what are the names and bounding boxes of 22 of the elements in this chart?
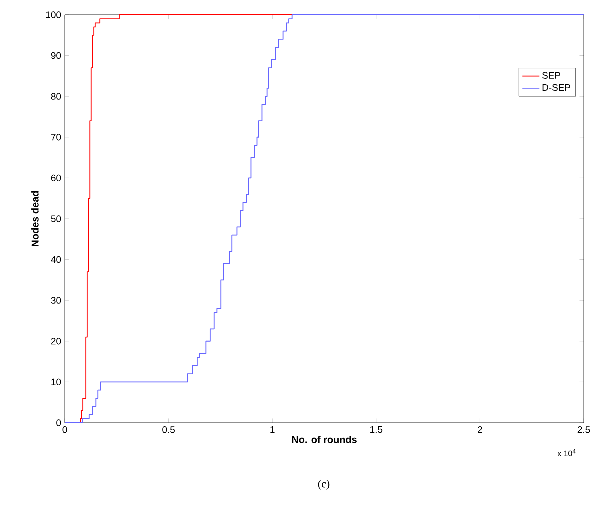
- y-tick-label: 100: [46, 12, 62, 18]
- text: (c): [318, 480, 330, 490]
- x-tick-label: 1: [270, 426, 275, 434]
- x-tick-label: 0.5: [162, 426, 175, 434]
- x-tick-label: 1.5: [370, 426, 383, 434]
- y-tick-label: 30: [51, 297, 62, 304]
- y-tick-label: 50: [51, 216, 62, 222]
- y-tick-label: 40: [51, 256, 62, 264]
- x-axis-title: No. of rounds: [292, 436, 357, 444]
- y-tick-label: 80: [51, 93, 62, 100]
- y-tick-label: 60: [51, 174, 62, 182]
- y-tick-label: 0: [56, 420, 62, 426]
- y-tick-label: 20: [51, 338, 62, 345]
- legend-label: D-SEP: [542, 84, 570, 92]
- legend-label: SEP: [542, 72, 561, 79]
- x-tick-label: 2.5: [578, 426, 590, 434]
- x-tick-label: 2: [478, 426, 482, 434]
- y-axis-title: Nodes dead: [32, 191, 39, 247]
- x-tick-label: 0: [62, 426, 68, 434]
- y-tick-label: 90: [51, 52, 62, 60]
- y-tick-label: 70: [51, 134, 62, 141]
- y-tick-label: 10: [52, 378, 62, 386]
